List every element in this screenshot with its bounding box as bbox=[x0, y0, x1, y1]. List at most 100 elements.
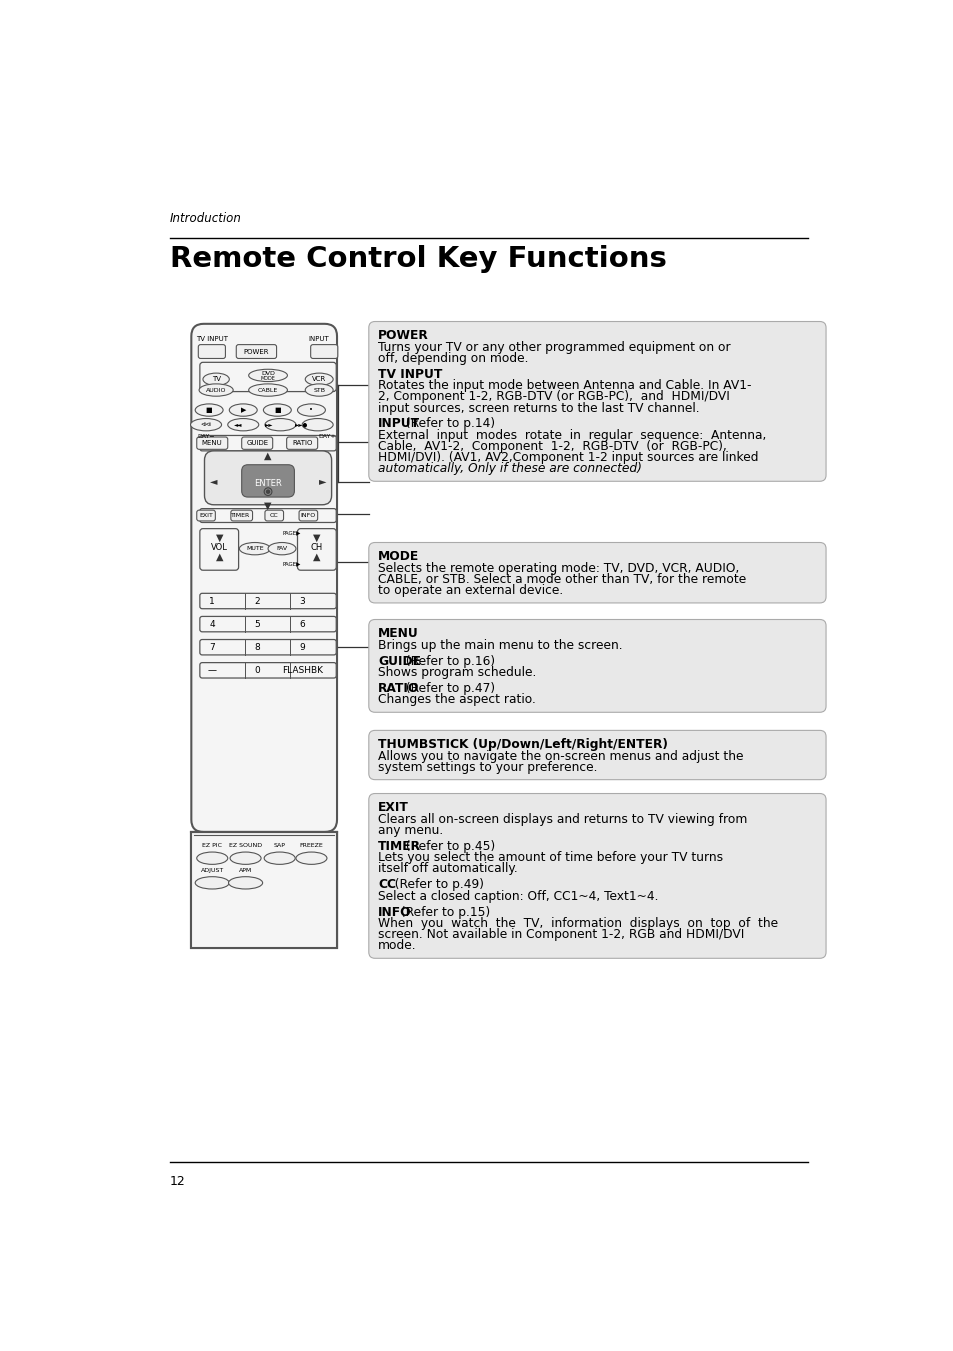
Text: ▼: ▼ bbox=[264, 500, 272, 511]
Text: off, depending on mode.: off, depending on mode. bbox=[377, 351, 528, 365]
Text: Selects the remote operating mode: TV, DVD, VCR, AUDIO,: Selects the remote operating mode: TV, D… bbox=[377, 562, 739, 574]
Text: INPUT: INPUT bbox=[309, 336, 329, 342]
Ellipse shape bbox=[239, 543, 270, 555]
Text: Changes the aspect ratio.: Changes the aspect ratio. bbox=[377, 693, 536, 707]
Ellipse shape bbox=[229, 877, 262, 889]
Text: 2, Component 1-2, RGB-DTV (or RGB-PC),  and  HDMI/DVI: 2, Component 1-2, RGB-DTV (or RGB-PC), a… bbox=[377, 390, 729, 404]
FancyBboxPatch shape bbox=[199, 616, 335, 632]
Text: INFO: INFO bbox=[300, 513, 315, 517]
Text: •: • bbox=[309, 407, 314, 413]
Text: MUTE: MUTE bbox=[246, 546, 263, 551]
Text: 7: 7 bbox=[209, 643, 214, 651]
Text: ◄◄: ◄◄ bbox=[233, 423, 242, 427]
Ellipse shape bbox=[228, 419, 258, 431]
Text: itself off automatically.: itself off automatically. bbox=[377, 862, 517, 875]
Text: Cable,  AV1-2,  Component  1-2,  RGB-DTV  (or  RGB-PC),: Cable, AV1-2, Component 1-2, RGB-DTV (or… bbox=[377, 440, 726, 453]
Ellipse shape bbox=[265, 419, 295, 431]
Text: screen. Not available in Component 1-2, RGB and HDMI/DVI: screen. Not available in Component 1-2, … bbox=[377, 928, 743, 942]
Text: DVD: DVD bbox=[261, 372, 274, 377]
Text: Allows you to navigate the on-screen menus and adjust the: Allows you to navigate the on-screen men… bbox=[377, 750, 742, 762]
Text: AUDIO: AUDIO bbox=[206, 388, 226, 393]
FancyBboxPatch shape bbox=[199, 362, 335, 392]
Text: APM: APM bbox=[238, 869, 252, 873]
Text: ▼: ▼ bbox=[313, 532, 320, 543]
Text: MODE: MODE bbox=[377, 550, 419, 563]
Text: STB: STB bbox=[313, 388, 325, 393]
Text: ENTER: ENTER bbox=[253, 480, 282, 489]
Ellipse shape bbox=[203, 373, 229, 385]
Text: CABLE: CABLE bbox=[257, 388, 278, 393]
Text: ■: ■ bbox=[274, 407, 280, 413]
Ellipse shape bbox=[263, 404, 291, 416]
Text: CH: CH bbox=[311, 543, 323, 551]
FancyBboxPatch shape bbox=[286, 436, 317, 450]
Text: 6: 6 bbox=[299, 620, 305, 628]
Text: Introduction: Introduction bbox=[170, 212, 241, 226]
Text: 3: 3 bbox=[299, 597, 305, 605]
FancyBboxPatch shape bbox=[369, 543, 825, 603]
Text: CC: CC bbox=[270, 513, 278, 517]
Ellipse shape bbox=[191, 419, 221, 431]
FancyBboxPatch shape bbox=[196, 436, 228, 450]
Text: —: — bbox=[208, 666, 216, 674]
Text: MENU: MENU bbox=[202, 440, 222, 446]
Text: input sources, screen returns to the last TV channel.: input sources, screen returns to the las… bbox=[377, 401, 699, 415]
Bar bbox=[192, 832, 336, 947]
Text: DAY−: DAY− bbox=[197, 434, 214, 439]
Text: 0: 0 bbox=[254, 666, 260, 674]
Text: Brings up the main menu to the screen.: Brings up the main menu to the screen. bbox=[377, 639, 622, 651]
Text: (Refer to p.49): (Refer to p.49) bbox=[387, 878, 484, 892]
Text: EZ PIC: EZ PIC bbox=[202, 843, 222, 848]
Text: FAV: FAV bbox=[276, 546, 287, 551]
Text: GUIDE: GUIDE bbox=[377, 654, 420, 667]
Text: (Refer to p.16): (Refer to p.16) bbox=[401, 654, 495, 667]
Text: (Refer to p.47): (Refer to p.47) bbox=[401, 682, 495, 694]
FancyBboxPatch shape bbox=[236, 345, 276, 358]
Text: ⧏⧏: ⧏⧏ bbox=[200, 423, 212, 427]
Ellipse shape bbox=[195, 404, 223, 416]
Text: mode.: mode. bbox=[377, 939, 416, 952]
Text: 12: 12 bbox=[170, 1174, 185, 1188]
FancyBboxPatch shape bbox=[369, 322, 825, 481]
FancyBboxPatch shape bbox=[199, 435, 335, 451]
Text: VOL: VOL bbox=[211, 543, 228, 551]
Text: EXIT: EXIT bbox=[377, 801, 409, 815]
Text: 9: 9 bbox=[299, 643, 305, 651]
Text: ▶: ▶ bbox=[240, 407, 246, 413]
FancyBboxPatch shape bbox=[265, 511, 283, 521]
Text: 4: 4 bbox=[210, 620, 214, 628]
Text: Select a closed caption: Off, CC1~4, Text1~4.: Select a closed caption: Off, CC1~4, Tex… bbox=[377, 890, 658, 902]
Ellipse shape bbox=[230, 852, 261, 865]
Ellipse shape bbox=[305, 373, 333, 385]
Text: PAGE▶: PAGE▶ bbox=[282, 530, 300, 535]
Text: RATIO: RATIO bbox=[377, 682, 419, 694]
Ellipse shape bbox=[264, 852, 294, 865]
Text: MODE: MODE bbox=[260, 376, 275, 381]
Text: Lets you select the amount of time before your TV turns: Lets you select the amount of time befor… bbox=[377, 851, 722, 865]
Text: ▲: ▲ bbox=[264, 451, 272, 461]
Ellipse shape bbox=[199, 384, 233, 396]
Text: HDMI/DVI). (AV1, AV2,Component 1-2 input sources are linked: HDMI/DVI). (AV1, AV2,Component 1-2 input… bbox=[377, 451, 758, 465]
Text: RATIO: RATIO bbox=[292, 440, 312, 446]
Text: (Refer to p.45): (Refer to p.45) bbox=[401, 840, 495, 852]
FancyBboxPatch shape bbox=[231, 511, 253, 521]
Ellipse shape bbox=[195, 877, 229, 889]
Text: TV INPUT: TV INPUT bbox=[377, 367, 442, 381]
Text: 2: 2 bbox=[254, 597, 260, 605]
FancyBboxPatch shape bbox=[199, 528, 238, 570]
Text: INFO: INFO bbox=[377, 905, 412, 919]
Ellipse shape bbox=[249, 369, 287, 381]
FancyBboxPatch shape bbox=[369, 793, 825, 958]
Text: POWER: POWER bbox=[243, 349, 269, 354]
Text: ▲: ▲ bbox=[215, 551, 223, 562]
Text: 8: 8 bbox=[254, 643, 260, 651]
FancyBboxPatch shape bbox=[241, 465, 294, 497]
Text: Turns your TV or any other programmed equipment on or: Turns your TV or any other programmed eq… bbox=[377, 340, 730, 354]
FancyBboxPatch shape bbox=[297, 528, 335, 570]
Text: TV: TV bbox=[212, 377, 220, 382]
Ellipse shape bbox=[229, 404, 257, 416]
Text: ►►●: ►►● bbox=[294, 423, 308, 427]
FancyBboxPatch shape bbox=[241, 436, 273, 450]
Text: Shows program schedule.: Shows program schedule. bbox=[377, 666, 536, 680]
Text: 1: 1 bbox=[209, 597, 214, 605]
